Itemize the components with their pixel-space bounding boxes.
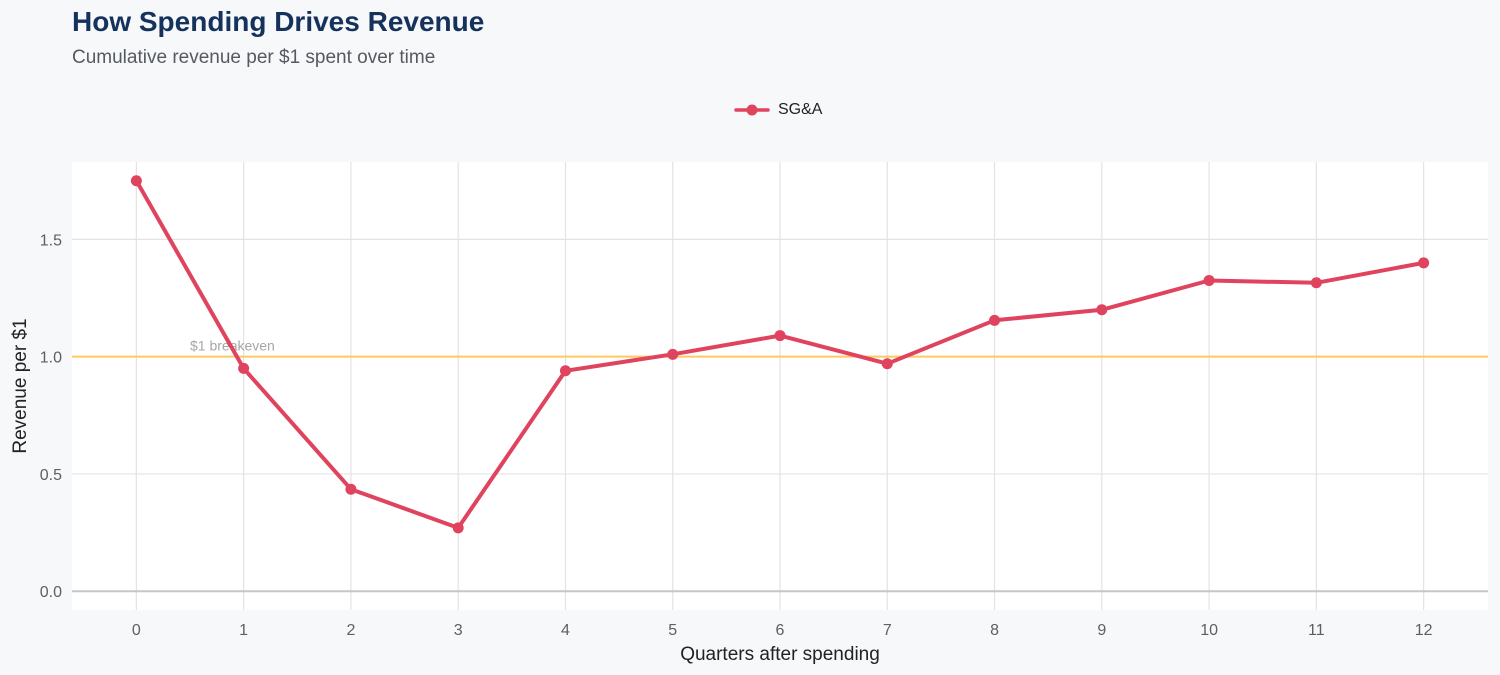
x-tick-label: 9 <box>1097 622 1106 639</box>
data-point <box>238 362 250 374</box>
y-tick-label: 1.5 <box>40 232 62 249</box>
chart-subtitle: Cumulative revenue per $1 spent over tim… <box>72 47 436 68</box>
x-tick-label: 7 <box>883 622 892 639</box>
data-point <box>667 348 679 360</box>
y-axis-title: Revenue per $1 <box>10 318 31 453</box>
legend: SG&A <box>734 97 822 123</box>
x-tick-label: 0 <box>132 622 141 639</box>
data-point <box>130 175 142 187</box>
data-point <box>559 365 571 377</box>
data-point <box>989 314 1001 326</box>
data-point <box>452 522 464 534</box>
legend-key-sga <box>734 104 770 116</box>
data-point <box>1418 257 1430 269</box>
data-point <box>1310 277 1322 289</box>
y-tick-label: 0.5 <box>40 467 62 484</box>
x-tick-label: 11 <box>1308 622 1325 639</box>
data-point <box>881 358 893 370</box>
data-point <box>1096 304 1108 316</box>
legend-key-dot <box>746 104 758 116</box>
x-tick-label: 4 <box>561 622 570 639</box>
data-point <box>774 330 786 342</box>
x-axis-title: Quarters after spending <box>680 644 880 665</box>
x-tick-label: 1 <box>239 622 248 639</box>
x-tick-label: 5 <box>668 622 677 639</box>
x-tick-label: 6 <box>776 622 785 639</box>
y-tick-label: 1.0 <box>40 350 62 367</box>
x-tick-label: 2 <box>346 622 355 639</box>
data-point <box>1203 274 1215 286</box>
data-point <box>345 483 357 495</box>
x-tick-label: 12 <box>1415 622 1433 639</box>
y-tick-label: 0.0 <box>40 584 62 601</box>
x-tick-label: 3 <box>454 622 463 639</box>
legend-label-sga: SG&A <box>778 101 823 118</box>
chart-title: How Spending Drives Revenue <box>72 6 485 37</box>
x-tick-label: 10 <box>1200 622 1218 639</box>
x-tick-label: 8 <box>990 622 999 639</box>
